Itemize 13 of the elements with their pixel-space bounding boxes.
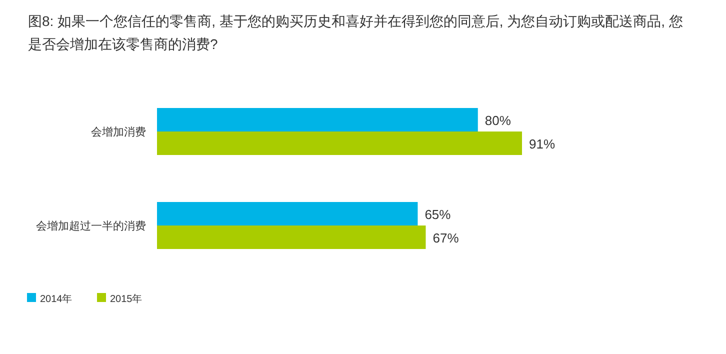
bar	[157, 226, 426, 249]
legend-label: 2014年	[40, 293, 72, 305]
y-tick-label: 会增加超过一半的消费	[36, 220, 146, 232]
bar	[157, 202, 418, 226]
data-label: 91%	[529, 136, 556, 152]
chart-title: 图8: 如果一个您信任的零售商, 基于您的购买历史和喜好并在得到您的同意后, 为您自动订购或配送商品, 您是否会增加在该零售商的消费?	[28, 12, 684, 54]
bar	[157, 108, 478, 132]
bar	[157, 132, 522, 155]
y-tick-label: 会增加消费	[91, 126, 146, 138]
legend-label: 2015年	[110, 293, 142, 305]
data-label: 80%	[484, 112, 512, 128]
data-label: 65%	[424, 206, 452, 222]
data-label: 67%	[432, 230, 460, 246]
